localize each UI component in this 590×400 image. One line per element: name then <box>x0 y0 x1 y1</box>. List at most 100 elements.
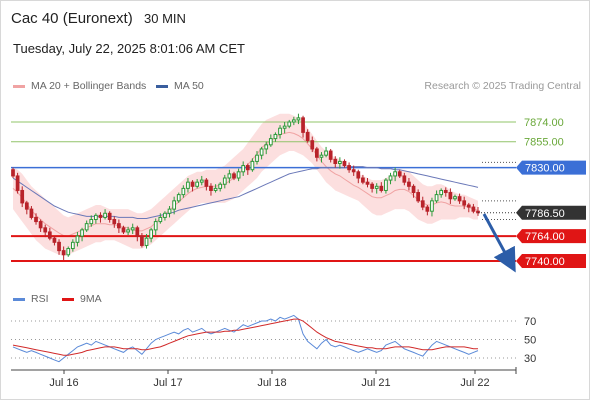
candle-body <box>98 214 103 218</box>
candle-body <box>38 221 43 229</box>
rsi-ma-line <box>12 318 478 356</box>
candle-body <box>144 237 149 246</box>
candle-body <box>172 200 177 210</box>
candle-body <box>328 150 333 160</box>
candle-body <box>29 208 34 218</box>
candle-body <box>361 177 365 183</box>
candle-body <box>47 231 52 239</box>
candle-body <box>291 119 296 123</box>
rsi-tick-label: 50 <box>524 335 536 347</box>
candle-body <box>11 169 15 177</box>
candle-body <box>287 121 292 127</box>
candle-body <box>430 200 434 212</box>
legend-rsi: RSI <box>13 293 49 305</box>
candle-body <box>347 165 351 171</box>
candle-body <box>393 171 397 177</box>
candle-body <box>439 189 444 196</box>
candle-body <box>388 175 393 181</box>
candle-body <box>319 154 324 158</box>
candle-body <box>130 227 135 231</box>
legend-ma50-label: MA 50 <box>174 80 204 92</box>
candle-body <box>140 235 144 246</box>
candle-body <box>365 181 370 185</box>
candle-body <box>80 229 84 237</box>
candle-body <box>402 175 407 183</box>
bollinger-band <box>13 113 478 256</box>
last-price-label: 7786.50 <box>525 208 565 220</box>
candle-body <box>310 140 315 150</box>
level-tag-7740.00 <box>516 254 586 268</box>
ma50-swatch <box>156 84 168 88</box>
candle-body <box>153 221 158 231</box>
candle-body <box>314 148 319 158</box>
candle-body <box>107 212 112 221</box>
level-label-7764.00: 7764.00 <box>525 231 565 243</box>
main-price-panel: 7874.00 7855.00 7830.00 7764.00 7740.00 7786.… <box>11 113 586 273</box>
instrument-title: Cac 40 (Euronext) <box>11 10 133 27</box>
candle-body <box>397 171 402 177</box>
candle-body <box>75 235 80 243</box>
candle-body <box>199 179 204 183</box>
x-axis: Jul 16 Jul 17 Jul 18 Jul 21 Jul 22 <box>11 367 517 389</box>
candle-body <box>34 216 38 223</box>
candle-body <box>370 183 374 189</box>
last-price-tag <box>516 205 586 220</box>
candle-body <box>466 204 471 208</box>
candle-body <box>462 200 467 206</box>
rsi-swatch <box>13 297 25 301</box>
rsi-tick-label: 70 <box>524 316 536 328</box>
x-tick-label: Jul 16 <box>49 377 78 389</box>
bollinger-swatch <box>13 84 25 88</box>
candle-body <box>190 181 195 187</box>
candle-body <box>61 250 66 256</box>
candle-body <box>24 202 29 210</box>
candle-body <box>135 227 140 237</box>
candle-body <box>420 200 425 208</box>
candle-body <box>471 206 476 212</box>
level-label-7830.00: 7830.00 <box>525 163 565 175</box>
candle-body <box>103 212 107 218</box>
candle-body <box>245 165 250 171</box>
candle-body <box>407 181 411 187</box>
candle-body <box>305 131 310 142</box>
candle-body <box>264 144 269 150</box>
candle-body <box>301 117 305 133</box>
candle-body <box>351 169 356 173</box>
interval-label[interactable]: 30 MIN <box>144 11 186 26</box>
candle-body <box>448 192 453 200</box>
candle-body <box>89 219 94 225</box>
candle-body <box>227 173 232 179</box>
candle-body <box>43 227 48 233</box>
candle-body <box>222 177 227 185</box>
legend-rsi-label: RSI <box>31 293 49 305</box>
candle-body <box>70 241 75 250</box>
candle-body <box>259 148 264 156</box>
candle-body <box>52 237 57 243</box>
candle-body <box>213 187 218 191</box>
candle-body <box>273 133 278 140</box>
candle-body <box>176 194 181 202</box>
candle-body <box>278 127 282 135</box>
candle-body <box>356 171 361 179</box>
candle-body <box>241 165 246 173</box>
rsi-ma-swatch <box>62 297 74 301</box>
legend-bollinger: MA 20 + Bollinger Bands <box>13 80 146 92</box>
rsi-line <box>12 314 479 363</box>
candle-body <box>338 160 342 164</box>
candle-body <box>416 192 421 202</box>
candle-body <box>121 227 126 233</box>
candle-body <box>296 117 301 121</box>
candle-body <box>236 171 241 179</box>
candle-body <box>425 206 430 212</box>
candle-body <box>379 185 384 191</box>
candle-body <box>443 189 448 194</box>
candle-body <box>232 173 236 179</box>
rsi-tick-label: 30 <box>524 353 536 365</box>
datetime-label: Tuesday, July 22, 2025 8:01:06 AM CET <box>13 41 245 56</box>
candle-body <box>324 150 328 156</box>
candle-body <box>186 181 190 189</box>
candle-body <box>384 179 388 191</box>
candle-body <box>117 223 121 229</box>
candle-body <box>282 125 287 129</box>
